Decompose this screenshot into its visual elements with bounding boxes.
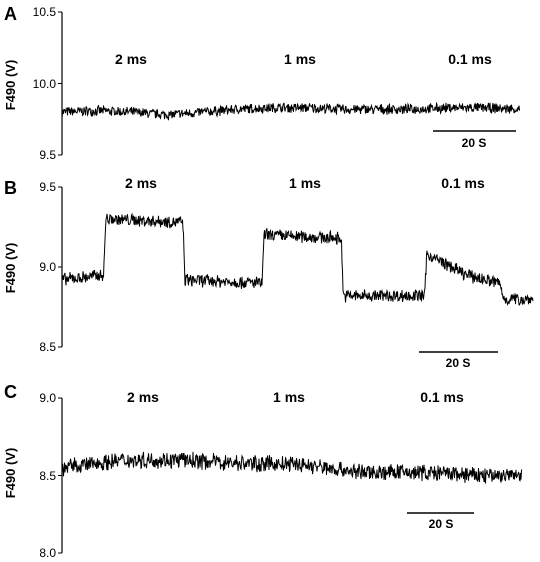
panel-c-trace — [61, 451, 523, 484]
panel-c-scale-label: 20 S — [429, 517, 454, 531]
panel-b-scale-label: 20 S — [446, 356, 471, 370]
panel-a-condition-2ms: 2 ms — [115, 51, 147, 67]
panel-c: C F490 (V) 8.0 8.5 9.0 2 ms 1 ms 0.1 ms … — [3, 382, 523, 560]
panel-b-ylabel: F490 (V) — [3, 243, 18, 294]
panel-b-trace — [61, 212, 534, 307]
panel-a-ytick-2: 10.5 — [33, 5, 57, 19]
panel-c-letter: C — [4, 382, 17, 402]
panel-a-ytick-1: 10.0 — [33, 77, 57, 91]
panel-a-letter: A — [4, 4, 17, 24]
panel-c-condition-01ms: 0.1 ms — [420, 389, 464, 405]
panel-a-ylabel: F490 (V) — [3, 60, 18, 111]
panel-b-ytick-1: 9.0 — [39, 260, 56, 274]
panel-b-condition-1ms: 1 ms — [289, 175, 321, 191]
panel-a: A F490 (V) 9.5 10.0 10.5 2 ms 1 ms 0.1 m… — [3, 4, 521, 162]
panel-b-ytick-2: 9.5 — [39, 180, 56, 194]
panel-b-condition-01ms: 0.1 ms — [441, 175, 485, 191]
panel-b: B F490 (V) 8.5 9.0 9.5 2 ms 1 ms 0.1 ms … — [3, 175, 534, 370]
panel-a-condition-1ms: 1 ms — [284, 51, 316, 67]
panel-c-condition-1ms: 1 ms — [273, 389, 305, 405]
panel-a-trace — [61, 101, 521, 121]
panel-c-condition-2ms: 2 ms — [127, 389, 159, 405]
panel-b-ytick-0: 8.5 — [39, 340, 56, 354]
panel-c-ytick-0: 8.0 — [39, 546, 56, 560]
panel-b-letter: B — [4, 178, 17, 198]
panel-c-ytick-1: 8.5 — [39, 469, 56, 483]
panel-a-scale-label: 20 S — [462, 136, 487, 150]
panel-c-ytick-2: 9.0 — [39, 391, 56, 405]
panel-c-ylabel: F490 (V) — [3, 448, 18, 499]
panel-b-condition-2ms: 2 ms — [125, 175, 157, 191]
panel-a-ytick-0: 9.5 — [39, 148, 56, 162]
panel-a-condition-01ms: 0.1 ms — [448, 51, 492, 67]
